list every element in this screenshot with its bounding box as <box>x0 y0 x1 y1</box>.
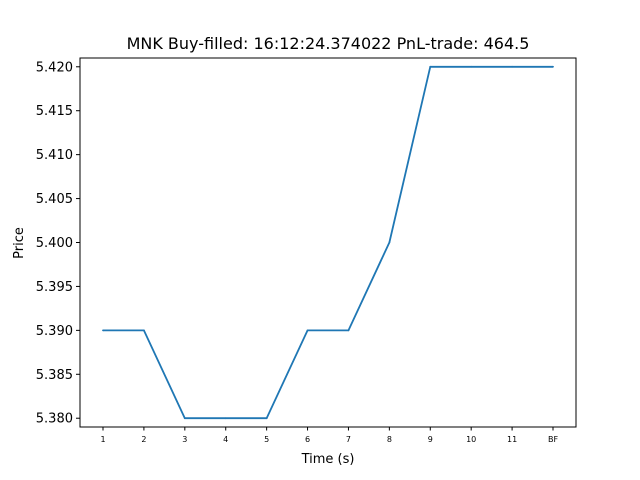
plot-frame <box>79 57 577 428</box>
y-tick-label: 5.400 <box>36 236 73 251</box>
x-tick-label: 4 <box>223 435 228 444</box>
y-axis-ticks: 5.380 5.385 5.390 5.395 5.400 5.405 5.410 5.415… <box>36 60 80 427</box>
x-tick-label: 7 <box>346 435 351 444</box>
price-series-line <box>103 65 553 420</box>
y-tick-label: 5.390 <box>36 324 73 339</box>
data-point <box>183 417 186 420</box>
x-tick-label: BF <box>548 435 558 444</box>
y-tick-label: 5.420 <box>36 60 73 75</box>
data-point <box>347 329 350 332</box>
x-tick-label: 5 <box>264 435 269 444</box>
data-point <box>265 417 268 420</box>
data-point <box>511 65 513 68</box>
y-tick-label: 5.380 <box>36 412 73 427</box>
x-tick-label: 2 <box>141 435 146 444</box>
data-point <box>388 241 391 244</box>
data-point <box>224 417 227 420</box>
series-layer <box>102 65 554 420</box>
x-tick-label: 8 <box>387 435 392 444</box>
x-tick-label: 6 <box>305 435 310 444</box>
y-axis-label: Price <box>12 227 27 259</box>
data-point <box>102 329 104 332</box>
data-point <box>552 65 554 68</box>
data-point <box>306 329 309 332</box>
data-point <box>143 329 145 332</box>
x-axis-ticks: 1 2 3 4 5 6 7 8 9 10 11 BF <box>100 427 558 444</box>
x-tick-label: 3 <box>182 435 187 444</box>
chart-title: MNK Buy-filled: 16:12:24.374022 PnL-trad… <box>127 34 530 53</box>
data-point <box>470 65 473 68</box>
y-tick-label: 5.415 <box>36 104 73 119</box>
y-tick-label: 5.410 <box>36 148 73 163</box>
x-tick-label: 9 <box>428 435 433 444</box>
data-point <box>429 65 432 68</box>
y-tick-label: 5.385 <box>36 368 73 383</box>
x-tick-label: 1 <box>100 435 105 444</box>
x-tick-label: 11 <box>507 435 517 444</box>
y-tick-label: 5.405 <box>36 192 73 207</box>
x-axis-label: Time (s) <box>301 452 355 467</box>
y-tick-label: 5.395 <box>36 280 73 295</box>
x-tick-label: 10 <box>466 435 476 444</box>
